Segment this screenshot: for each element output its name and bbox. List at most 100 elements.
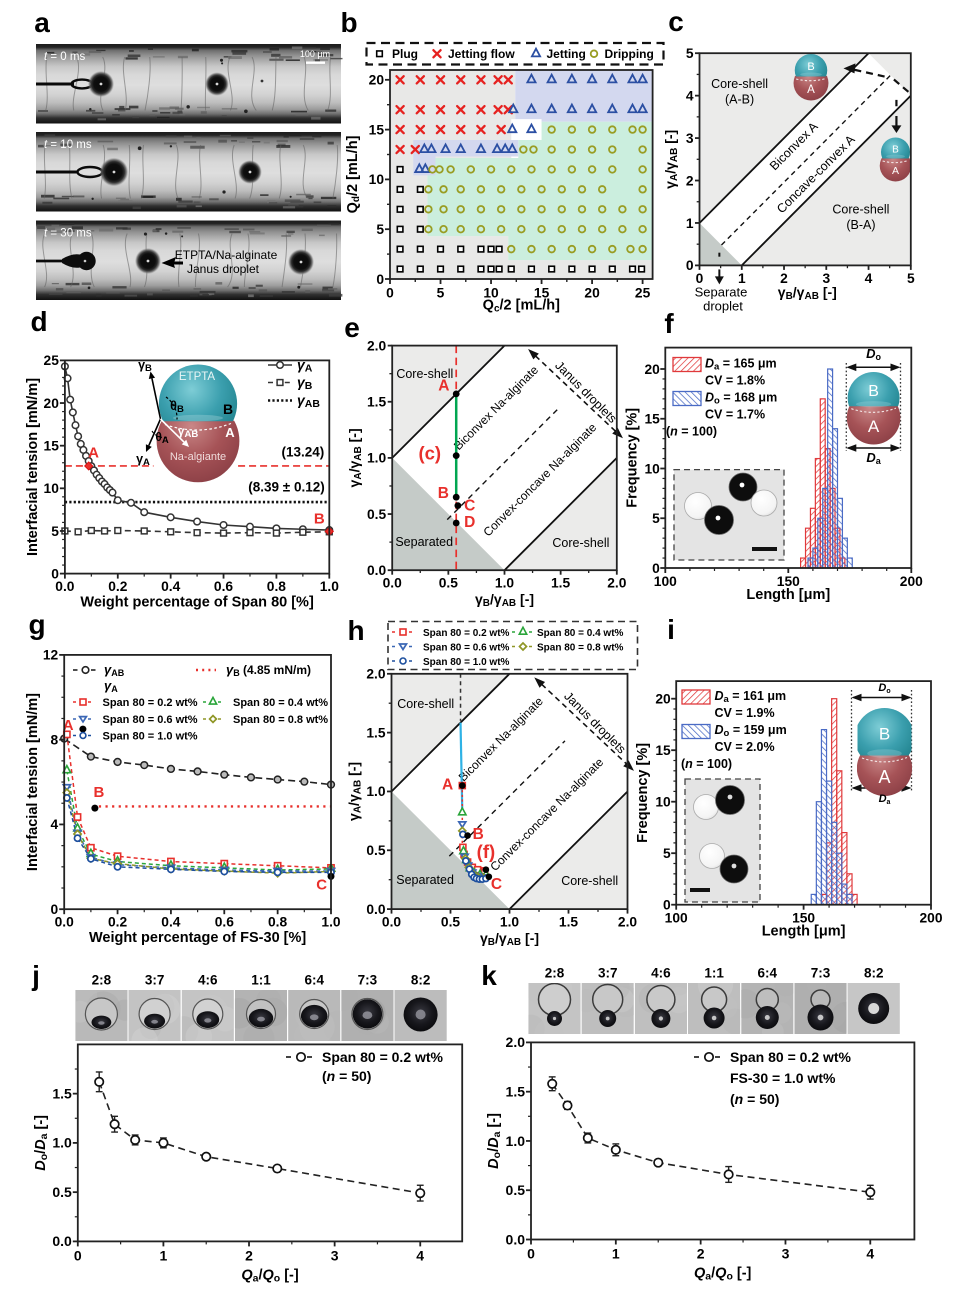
svg-text:0.5: 0.5 (441, 915, 461, 930)
svg-text:a: a (34, 7, 50, 38)
svg-text:A: A (868, 417, 880, 436)
svg-text:γA/γAB [-]: γA/γAB [-] (346, 428, 364, 487)
svg-text:(n = 50): (n = 50) (322, 1068, 371, 1084)
svg-text:Dripping: Dripping (605, 47, 654, 61)
svg-text:0: 0 (376, 272, 384, 287)
svg-text:CV = 1.8%: CV = 1.8% (705, 374, 765, 388)
svg-text:FS-30 = 1.0 wt%: FS-30 = 1.0 wt% (730, 1070, 836, 1086)
svg-text:d: d (30, 306, 47, 337)
svg-text:2.0: 2.0 (607, 576, 627, 591)
svg-text:Core-shell: Core-shell (561, 874, 618, 888)
svg-text:1.5: 1.5 (506, 1084, 526, 1100)
svg-text:2: 2 (780, 271, 788, 286)
svg-text:10: 10 (655, 795, 671, 810)
svg-text:A: A (892, 165, 899, 177)
svg-text:25: 25 (635, 286, 651, 301)
svg-text:5: 5 (686, 46, 694, 61)
svg-text:B: B (314, 511, 325, 528)
svg-text:Span 80 = 0.4 wt%: Span 80 = 0.4 wt% (537, 628, 624, 639)
svg-text:3:7: 3:7 (145, 973, 165, 988)
svg-text:5: 5 (652, 511, 660, 526)
svg-text:c: c (668, 6, 684, 37)
svg-text:5: 5 (51, 524, 59, 539)
svg-text:CV = 2.0%: CV = 2.0% (715, 740, 775, 754)
svg-text:150: 150 (777, 574, 800, 589)
svg-text:Span 80 = 0.4 wt%: Span 80 = 0.4 wt% (233, 697, 328, 709)
svg-text:6:4: 6:4 (304, 973, 324, 988)
svg-text:6:4: 6:4 (758, 966, 778, 981)
svg-text:Frequency [%]: Frequency [%] (635, 743, 651, 843)
svg-text:5: 5 (437, 286, 445, 301)
svg-text:Frequency [%]: Frequency [%] (624, 408, 640, 508)
svg-text:15: 15 (655, 743, 671, 758)
svg-text:0: 0 (74, 1247, 82, 1263)
svg-text:4: 4 (686, 88, 694, 103)
svg-text:Length [μm]: Length [μm] (762, 924, 846, 940)
svg-text:(n = 50): (n = 50) (730, 1091, 779, 1107)
svg-text:CV = 1.9%: CV = 1.9% (715, 706, 775, 720)
svg-text:7:3: 7:3 (811, 966, 831, 981)
svg-text:1.0: 1.0 (366, 784, 386, 799)
svg-text:1.0: 1.0 (321, 915, 341, 930)
svg-text:0: 0 (663, 898, 671, 913)
svg-text:1: 1 (160, 1247, 168, 1263)
svg-text:15: 15 (369, 122, 385, 137)
svg-text:0.4: 0.4 (161, 915, 181, 930)
svg-text:(n = 100): (n = 100) (681, 757, 732, 771)
svg-text:15: 15 (534, 286, 550, 301)
svg-text:(B-A): (B-A) (846, 218, 875, 232)
svg-text:t = 0 ms: t = 0 ms (44, 51, 85, 63)
svg-text:4:6: 4:6 (651, 966, 671, 981)
svg-text:12: 12 (43, 648, 59, 663)
svg-text:2: 2 (686, 173, 694, 188)
svg-text:ETPTA/Na-alginate: ETPTA/Na-alginate (175, 248, 278, 262)
svg-text:25: 25 (44, 353, 60, 368)
svg-text:Janus droplet: Janus droplet (187, 262, 260, 276)
svg-text:(A-B): (A-B) (725, 92, 754, 106)
svg-text:100 μm: 100 μm (300, 49, 330, 59)
svg-text:g: g (28, 609, 45, 640)
svg-text:Da = 161 μm: Da = 161 μm (715, 689, 787, 705)
svg-text:0.8: 0.8 (268, 915, 288, 930)
svg-text:0.5: 0.5 (366, 843, 386, 858)
svg-text:(c): (c) (418, 443, 441, 464)
svg-text:2:8: 2:8 (92, 973, 112, 988)
svg-text:8:2: 8:2 (864, 966, 884, 981)
svg-text:Span 80 = 0.6 wt%: Span 80 = 0.6 wt% (423, 642, 510, 653)
svg-text:(4.85 mN/m): (4.85 mN/m) (243, 663, 311, 677)
svg-text:4: 4 (416, 1247, 424, 1263)
svg-text:t = 30 ms: t = 30 ms (44, 228, 92, 240)
svg-text:Interfacial tension [mN/m]: Interfacial tension [mN/m] (25, 378, 41, 556)
svg-text:t = 10 ms: t = 10 ms (44, 139, 92, 151)
svg-text:Qa/Qo [-]: Qa/Qo [-] (241, 1267, 299, 1284)
svg-text:100: 100 (654, 574, 677, 589)
svg-text:B: B (807, 61, 814, 73)
svg-text:Do = 159 μm: Do = 159 μm (715, 723, 787, 739)
svg-text:0.6: 0.6 (215, 915, 235, 930)
svg-text:3: 3 (331, 1247, 339, 1263)
svg-text:3: 3 (686, 131, 694, 146)
svg-text:γB: γB (226, 662, 240, 678)
svg-text:j: j (31, 960, 40, 991)
svg-text:B: B (438, 485, 449, 502)
svg-text:3: 3 (782, 1246, 790, 1262)
svg-text:i: i (667, 614, 675, 645)
svg-text:8: 8 (51, 733, 59, 748)
svg-text:CV = 1.7%: CV = 1.7% (705, 408, 765, 422)
svg-text:0.0: 0.0 (366, 902, 386, 917)
svg-text:γB: γB (297, 374, 313, 392)
svg-text:20: 20 (644, 362, 660, 377)
svg-text:(f): (f) (477, 841, 495, 862)
svg-text:Core-shell: Core-shell (396, 367, 453, 381)
svg-text:B: B (879, 725, 890, 744)
svg-text:D: D (464, 514, 475, 531)
svg-text:Span 80 = 0.8 wt%: Span 80 = 0.8 wt% (537, 642, 624, 653)
svg-text:0.0: 0.0 (506, 1231, 526, 1247)
svg-text:droplet: droplet (703, 298, 743, 313)
svg-text:10: 10 (644, 461, 660, 476)
svg-text:A: A (438, 378, 449, 395)
svg-text:1.0: 1.0 (500, 915, 520, 930)
svg-text:1.5: 1.5 (367, 395, 387, 410)
svg-text:5: 5 (376, 222, 384, 237)
svg-text:b: b (340, 7, 357, 38)
